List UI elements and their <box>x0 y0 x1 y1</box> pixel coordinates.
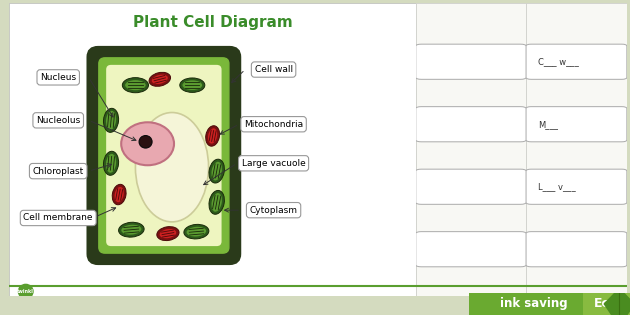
Text: Cytoplasm: Cytoplasm <box>249 206 297 215</box>
Ellipse shape <box>103 108 118 132</box>
Ellipse shape <box>180 78 205 92</box>
Ellipse shape <box>212 162 222 180</box>
FancyBboxPatch shape <box>416 169 526 204</box>
FancyBboxPatch shape <box>9 3 416 296</box>
FancyBboxPatch shape <box>583 293 630 315</box>
Text: Nucleus: Nucleus <box>40 73 76 82</box>
FancyBboxPatch shape <box>416 232 526 267</box>
Ellipse shape <box>118 222 144 237</box>
Text: Nucleolus: Nucleolus <box>36 116 81 125</box>
Ellipse shape <box>183 80 202 90</box>
Text: Large vacuole: Large vacuole <box>242 159 306 168</box>
Ellipse shape <box>152 75 168 84</box>
FancyBboxPatch shape <box>526 107 627 142</box>
Ellipse shape <box>122 77 149 93</box>
Ellipse shape <box>149 72 171 86</box>
FancyBboxPatch shape <box>99 58 229 253</box>
FancyBboxPatch shape <box>416 107 526 142</box>
Ellipse shape <box>209 159 224 183</box>
FancyBboxPatch shape <box>526 169 627 204</box>
FancyBboxPatch shape <box>526 232 627 267</box>
Ellipse shape <box>157 226 179 241</box>
Ellipse shape <box>103 151 118 175</box>
Ellipse shape <box>135 112 209 222</box>
FancyBboxPatch shape <box>416 3 526 296</box>
Text: Cell membrane: Cell membrane <box>23 214 93 222</box>
Ellipse shape <box>212 193 222 212</box>
Ellipse shape <box>115 187 123 202</box>
Text: M___: M___ <box>538 120 558 129</box>
Ellipse shape <box>186 227 206 237</box>
Text: Plant Cell Diagram: Plant Cell Diagram <box>133 15 292 30</box>
FancyBboxPatch shape <box>469 293 630 315</box>
FancyBboxPatch shape <box>106 65 222 246</box>
Polygon shape <box>604 289 630 315</box>
Text: Eco: Eco <box>594 297 619 310</box>
Text: L___ v___: L___ v___ <box>538 182 576 191</box>
Ellipse shape <box>125 80 146 90</box>
Text: Chloroplast: Chloroplast <box>33 167 84 175</box>
Text: Mitochondria: Mitochondria <box>244 120 303 129</box>
Ellipse shape <box>184 224 209 239</box>
Ellipse shape <box>209 191 224 214</box>
Ellipse shape <box>208 128 217 144</box>
FancyBboxPatch shape <box>88 47 240 264</box>
Ellipse shape <box>106 111 116 130</box>
Ellipse shape <box>205 126 220 146</box>
Ellipse shape <box>112 184 126 205</box>
FancyBboxPatch shape <box>526 44 627 79</box>
FancyBboxPatch shape <box>416 44 526 79</box>
Text: twinkl: twinkl <box>17 289 34 294</box>
Ellipse shape <box>159 229 176 238</box>
Circle shape <box>18 284 33 298</box>
Text: ink saving: ink saving <box>500 297 568 310</box>
Ellipse shape <box>121 122 174 165</box>
Ellipse shape <box>106 154 116 173</box>
Ellipse shape <box>122 225 141 235</box>
Text: Cell wall: Cell wall <box>255 65 293 74</box>
Text: C___ w___: C___ w___ <box>538 57 579 66</box>
Ellipse shape <box>139 135 152 148</box>
FancyBboxPatch shape <box>526 3 627 296</box>
